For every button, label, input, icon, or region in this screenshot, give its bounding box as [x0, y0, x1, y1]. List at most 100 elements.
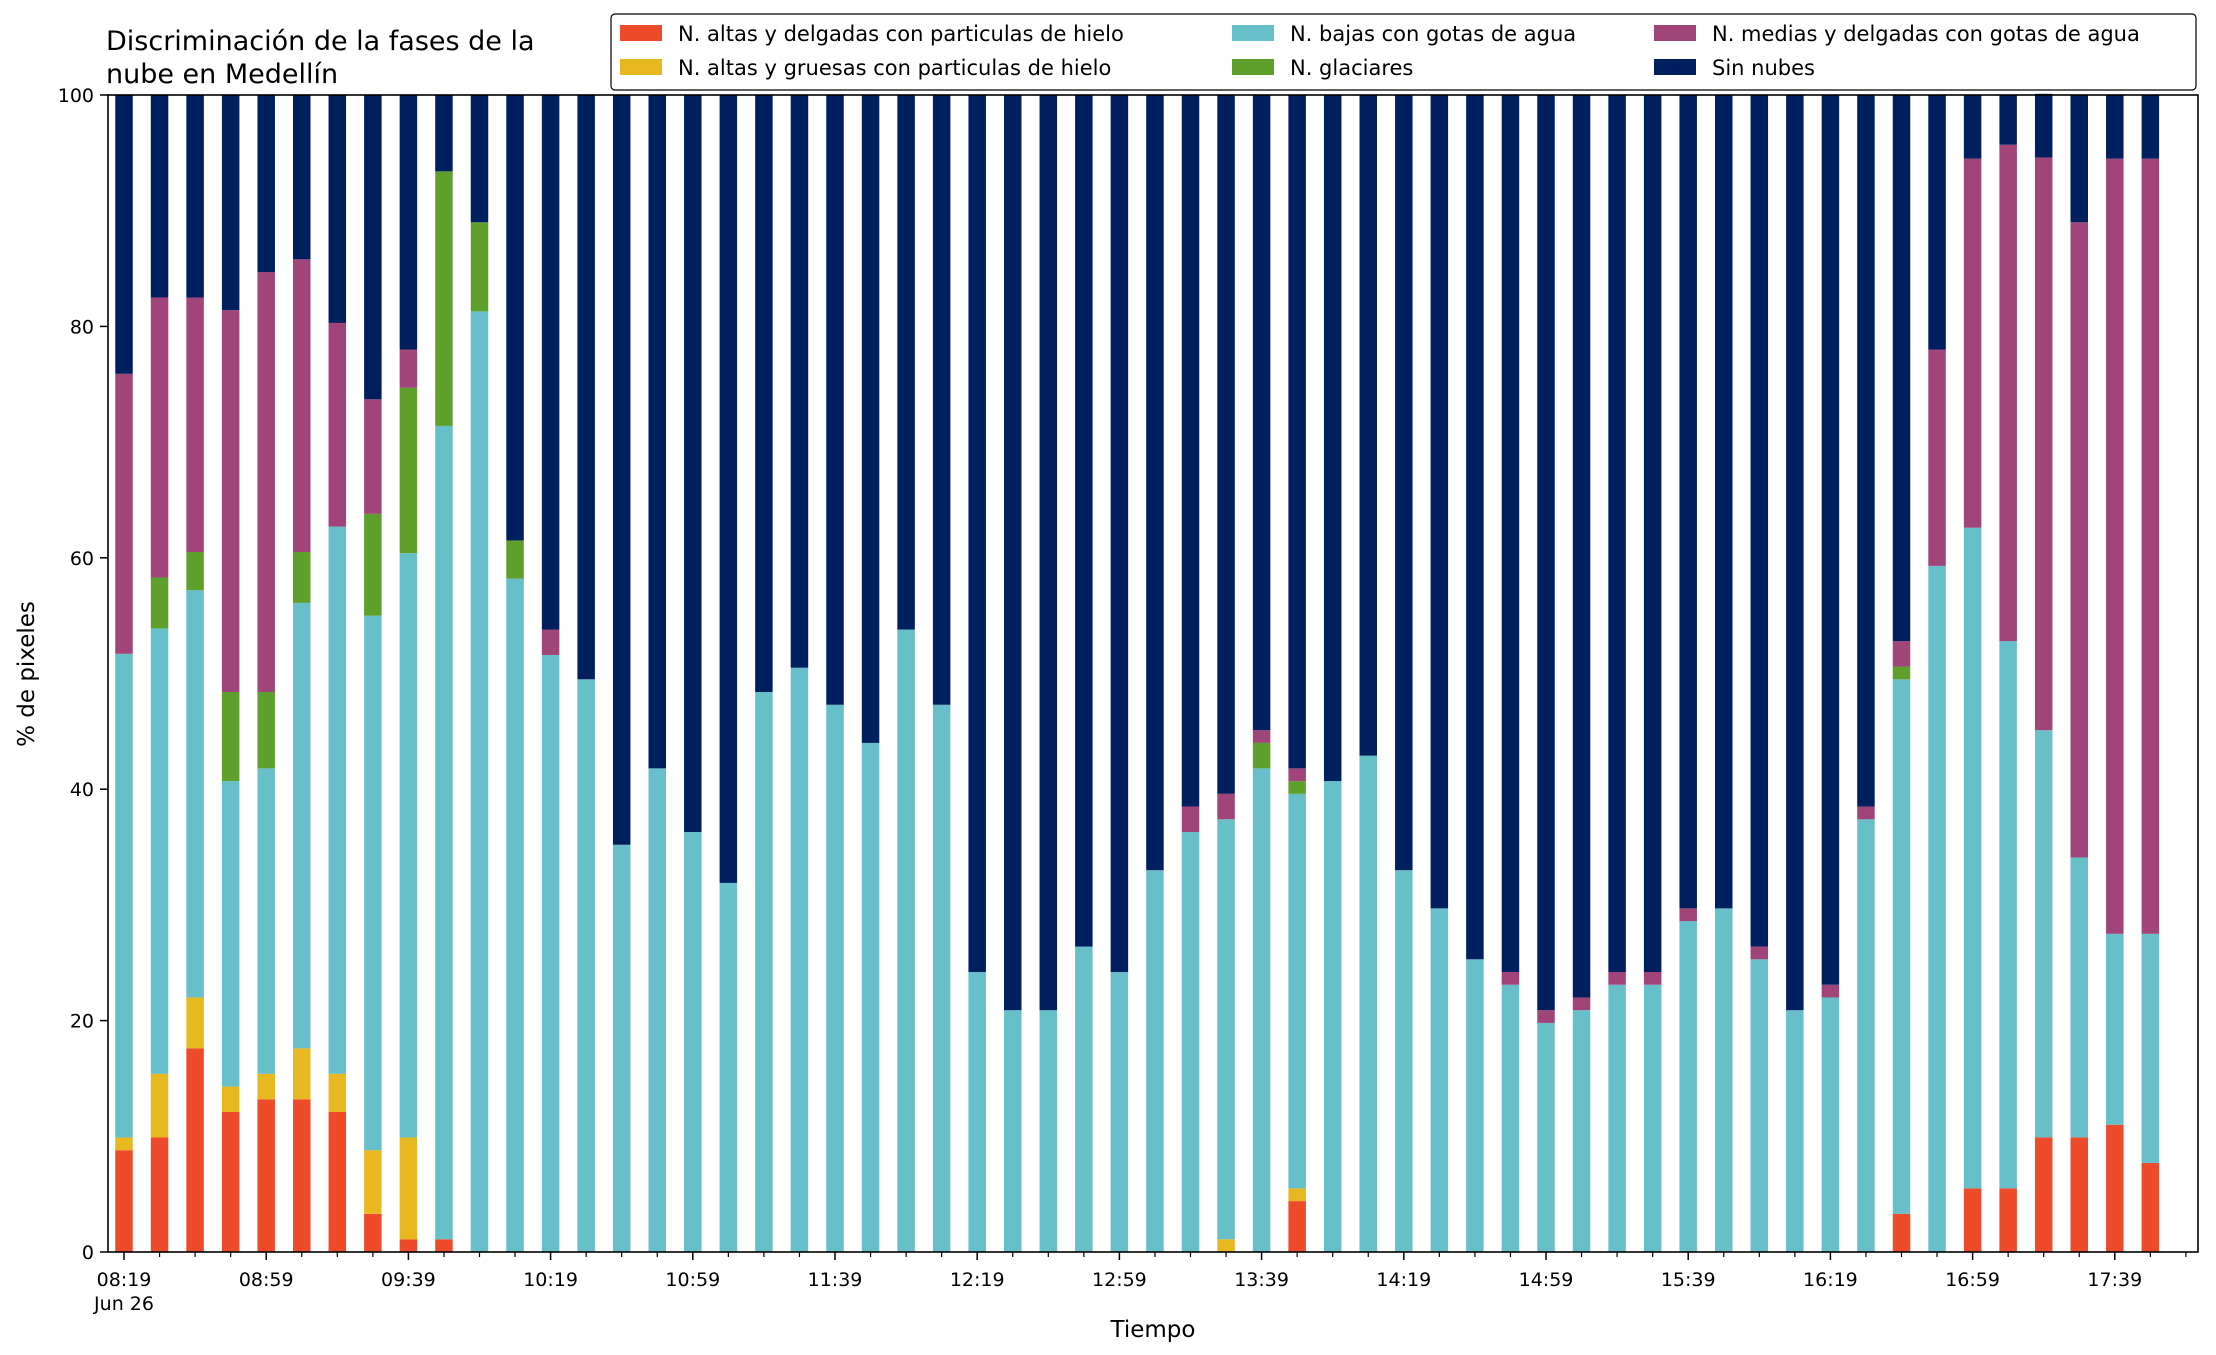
bar-segment-2-14: [612, 844, 631, 1252]
bar-segment-5-20: [826, 95, 844, 705]
bar-segment-5-38: [1466, 95, 1484, 960]
bar-segment-4-4: [257, 272, 275, 693]
bar-segment-5-14: [612, 95, 631, 845]
bar-segment-2-6: [328, 526, 347, 1074]
bar-segment-0-50: [1892, 1213, 1911, 1252]
bar-segment-5-49: [1857, 95, 1875, 807]
bar-segment-5-57: [2141, 95, 2160, 159]
bar-segment-0-57: [2141, 1162, 2160, 1252]
bar-segment-4-6: [328, 322, 347, 527]
legend-swatch: [620, 25, 662, 41]
bar-segment-0-56: [2106, 1124, 2124, 1252]
bar-segment-4-39: [1501, 972, 1520, 985]
bar-segment-5-43: [1643, 95, 1662, 973]
bar-segment-5-51: [1928, 95, 1946, 350]
bar-segment-5-16: [684, 95, 702, 833]
x-tick-label: 12:59: [1092, 1269, 1147, 1291]
bar-segment-5-0: [115, 95, 133, 374]
bar-segment-2-4: [257, 768, 275, 1074]
bar-segment-3-1: [150, 577, 169, 629]
bar-segment-5-11: [506, 95, 524, 541]
bar-segment-2-44: [1679, 921, 1697, 1252]
x-tick-sublabel: Jun 26: [93, 1293, 154, 1315]
bar-segment-2-57: [2141, 933, 2160, 1163]
bar-segment-4-46: [1750, 946, 1769, 960]
bar-segment-4-12: [541, 629, 560, 655]
bar-segment-0-6: [328, 1112, 347, 1252]
x-axis: 08:19 08:59 09:39 10:19 10:59 11:39 12:19 12:59…: [93, 1252, 2187, 1315]
bar-segment-2-12: [541, 654, 560, 1252]
x-tick-label: 08:19: [97, 1269, 152, 1291]
bar-segment-3-50: [1892, 666, 1911, 680]
bar-segment-2-31: [1217, 819, 1235, 1240]
bar-segment-4-55: [2070, 222, 2088, 858]
bar-segment-0-7: [364, 1213, 382, 1252]
bar-segment-2-42: [1608, 984, 1626, 1252]
x-tick-label: 13:39: [1234, 1269, 1289, 1291]
bar-segment-0-0: [115, 1150, 133, 1252]
bar-segment-1-8: [399, 1137, 418, 1240]
bar-segment-4-1: [150, 297, 169, 578]
bar-segment-5-29: [1146, 95, 1164, 871]
x-tick-label: 09:39: [381, 1269, 436, 1291]
bar-segment-2-27: [1075, 946, 1093, 1252]
bar-segment-1-33: [1288, 1188, 1306, 1202]
bar-segment-4-33: [1288, 768, 1306, 782]
bar-segment-4-56: [2106, 158, 2124, 934]
bar-segment-5-8: [399, 95, 418, 350]
bar-segment-2-35: [1359, 755, 1377, 1252]
x-tick-label: 15:39: [1661, 1269, 1716, 1291]
bar-segment-1-0: [115, 1137, 133, 1151]
bar-segment-5-46: [1750, 95, 1769, 947]
legend-swatch: [1654, 59, 1696, 75]
bar-segment-4-44: [1679, 908, 1697, 922]
y-axis: 0 20 40 60 80 100: [58, 85, 108, 1264]
bar-segment-3-2: [186, 552, 204, 591]
bar-segment-4-48: [1821, 984, 1840, 998]
bar-segment-3-5: [293, 552, 311, 603]
bar-segment-5-53: [1999, 95, 2017, 145]
bar-segment-5-47: [1786, 95, 1804, 1011]
legend-label: N. bajas con gotas de agua: [1290, 22, 1576, 46]
bar-segment-2-15: [648, 768, 666, 1252]
bar-segment-3-9: [435, 171, 453, 426]
bar-segment-2-41: [1572, 1010, 1591, 1252]
bar-segment-5-45: [1715, 95, 1733, 909]
bar-segment-2-45: [1715, 908, 1733, 1252]
bar-segment-2-28: [1110, 972, 1129, 1252]
bar-segment-2-32: [1252, 768, 1271, 1252]
x-tick-label: 10:59: [665, 1269, 720, 1291]
bar-segment-2-16: [684, 832, 702, 1252]
bar-segment-5-17: [719, 95, 738, 883]
bar-segment-2-21: [861, 742, 880, 1252]
bar-segment-4-54: [2034, 157, 2053, 731]
bar-segment-5-10: [470, 95, 489, 223]
legend-swatch: [1232, 25, 1274, 41]
bar-segment-5-28: [1110, 95, 1129, 973]
bar-segment-5-24: [968, 95, 986, 973]
chart-title-line-2: nube en Medellín: [106, 59, 338, 90]
y-tick-label: 60: [70, 548, 94, 570]
bar-segment-5-18: [755, 95, 773, 693]
bar-segment-1-5: [293, 1048, 311, 1100]
bar-segment-2-19: [790, 667, 809, 1252]
bar-segment-0-53: [1999, 1188, 2017, 1252]
bars: [115, 93, 2160, 1252]
bar-segment-5-31: [1217, 95, 1235, 794]
y-axis-label: % de pixeles: [14, 601, 40, 747]
bar-segment-2-46: [1750, 959, 1769, 1252]
x-tick-label: 14:19: [1376, 1269, 1431, 1291]
bar-segment-5-3: [221, 95, 240, 311]
bar-segment-5-36: [1395, 95, 1413, 871]
bar-segment-5-48: [1821, 95, 1840, 985]
bar-segment-5-44: [1679, 95, 1697, 909]
bar-segment-5-41: [1572, 95, 1591, 998]
bar-segment-5-50: [1892, 95, 1911, 642]
bar-segment-2-36: [1395, 870, 1413, 1252]
bar-segment-4-7: [364, 399, 382, 514]
bar-segment-3-33: [1288, 781, 1306, 794]
y-tick-label: 80: [70, 316, 94, 338]
bar-segment-4-53: [1999, 144, 2017, 642]
bar-segment-5-42: [1608, 95, 1626, 973]
bar-segment-0-55: [2070, 1137, 2088, 1252]
